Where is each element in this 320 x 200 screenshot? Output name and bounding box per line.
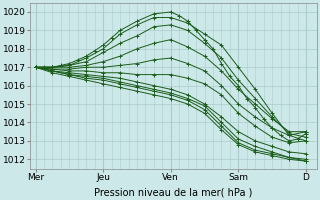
X-axis label: Pression niveau de la mer( hPa ): Pression niveau de la mer( hPa ) xyxy=(94,187,253,197)
